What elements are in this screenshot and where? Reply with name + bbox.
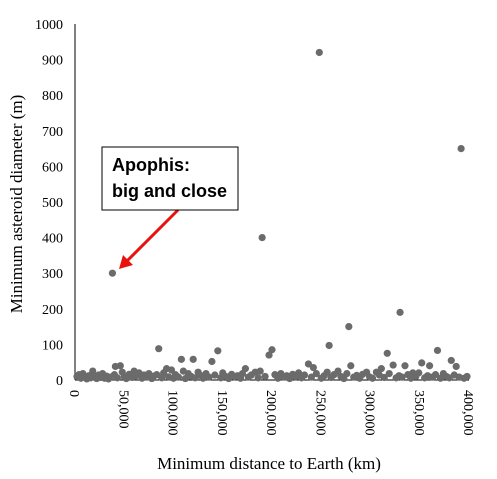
- data-point: [330, 371, 338, 379]
- y-tick-label: 900: [42, 54, 63, 69]
- data-point: [347, 362, 355, 370]
- data-point: [426, 362, 434, 370]
- data-point: [396, 308, 404, 316]
- x-tick-label: 150,000: [214, 390, 229, 436]
- data-point: [238, 369, 247, 378]
- callout-line-1: Apophis:: [112, 155, 190, 175]
- data-point: [111, 362, 119, 371]
- data-point: [254, 374, 262, 382]
- y-axis-title: Minimum asteroid diameter (m): [7, 95, 26, 314]
- data-point: [398, 373, 406, 381]
- data-point: [108, 269, 117, 277]
- data-points: [73, 48, 471, 383]
- data-point: [457, 145, 465, 153]
- data-point: [155, 345, 163, 353]
- data-point: [401, 362, 409, 370]
- data-point: [343, 369, 351, 378]
- data-point: [452, 362, 460, 371]
- y-tick-label: 700: [42, 125, 63, 140]
- data-point: [368, 374, 377, 382]
- data-point: [418, 359, 426, 367]
- data-point: [447, 356, 455, 365]
- apophis-callout: Apophis: big and close: [101, 146, 239, 269]
- data-point: [160, 369, 168, 377]
- data-point: [325, 341, 333, 350]
- y-tick-label: 800: [42, 89, 63, 104]
- callout-arrow: [124, 208, 180, 264]
- data-point: [415, 369, 423, 377]
- data-point: [113, 374, 121, 382]
- y-tick-label: 1000: [35, 18, 63, 33]
- data-point: [380, 373, 388, 382]
- data-point: [323, 368, 331, 376]
- data-point: [256, 367, 264, 375]
- data-point: [433, 346, 442, 355]
- callout-line-2: big and close: [112, 181, 227, 201]
- data-point: [177, 355, 185, 363]
- x-axis-title: Minimum distance to Earth (km): [157, 454, 381, 473]
- data-point: [191, 374, 199, 382]
- data-point: [174, 373, 183, 381]
- x-tick-label: 350,000: [411, 390, 426, 436]
- x-tick-label: 100,000: [165, 390, 180, 436]
- data-point: [385, 369, 393, 378]
- data-point: [389, 361, 397, 369]
- data-point: [463, 372, 471, 381]
- x-tick-label: 400,000: [460, 390, 475, 436]
- data-point: [258, 234, 266, 242]
- data-point: [261, 372, 269, 381]
- data-point: [315, 48, 323, 57]
- y-tick-label: 0: [56, 374, 63, 389]
- x-tick-labels: 0 50,000 100,000 150,000 200,000 250,000 300,0…: [66, 390, 475, 436]
- data-point: [205, 373, 213, 381]
- data-point: [383, 349, 391, 357]
- y-tick-label: 600: [42, 160, 63, 175]
- data-point: [211, 371, 219, 379]
- y-tick-label: 200: [42, 303, 63, 318]
- data-point: [247, 371, 255, 379]
- y-tick-label: 300: [42, 267, 63, 282]
- y-tick-label: 100: [42, 338, 63, 353]
- data-point: [359, 370, 367, 378]
- data-point: [214, 347, 222, 355]
- data-point: [300, 371, 309, 379]
- data-point: [189, 355, 197, 363]
- data-point: [345, 323, 353, 331]
- callout-box: [101, 146, 239, 211]
- data-point: [268, 346, 276, 354]
- data-point: [312, 369, 320, 378]
- y-tick-labels: 0 100 200 300 400 500 600 700 800 900 1000: [35, 18, 63, 389]
- data-point: [208, 357, 216, 366]
- data-point: [265, 351, 273, 359]
- x-tick-label: 250,000: [312, 390, 327, 436]
- x-tick-label: 0: [66, 390, 81, 397]
- y-tick-label: 500: [42, 196, 63, 211]
- data-point: [309, 363, 317, 372]
- x-tick-label: 50,000: [115, 390, 130, 429]
- callout-arrowhead: [119, 255, 133, 269]
- data-point: [377, 365, 385, 373]
- y-tick-label: 400: [42, 232, 63, 247]
- x-tick-label: 300,000: [362, 390, 377, 436]
- x-tick-label: 200,000: [263, 390, 278, 436]
